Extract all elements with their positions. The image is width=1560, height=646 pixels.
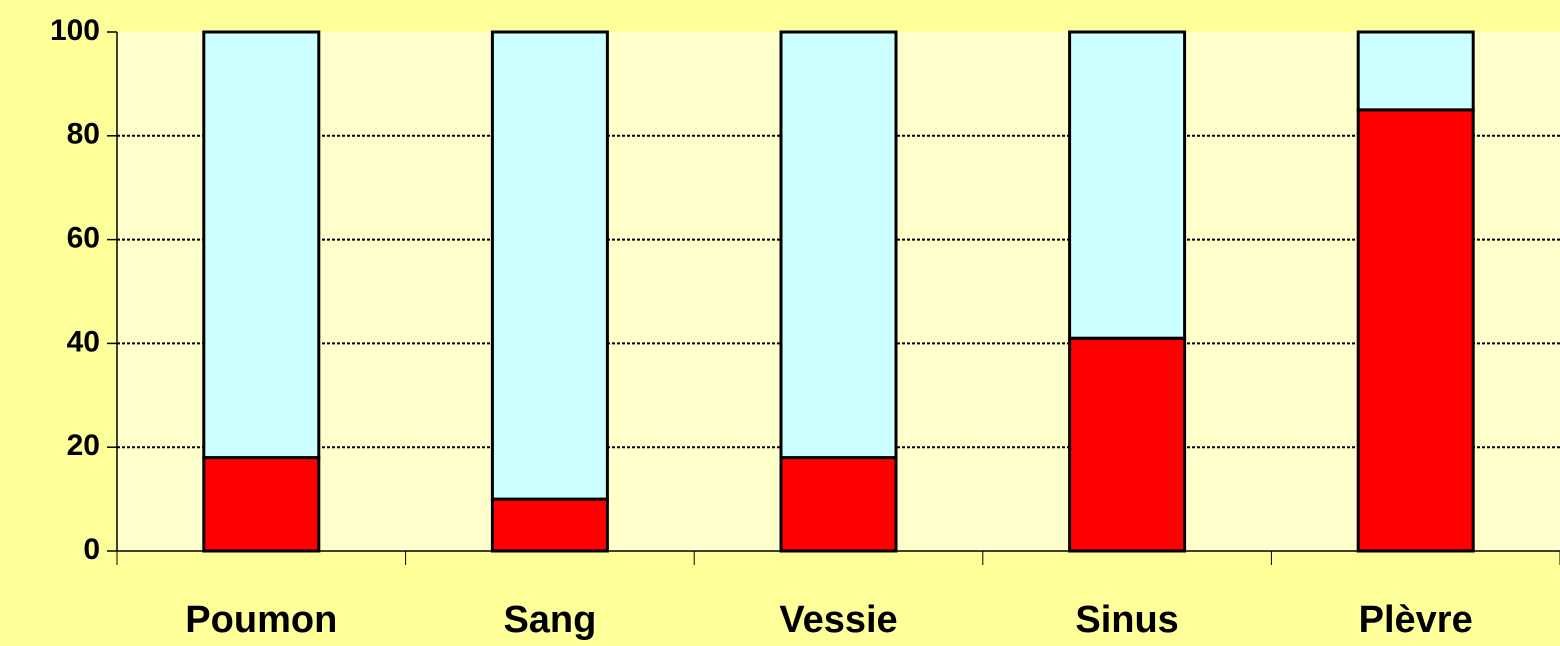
x-tick-label: Poumon <box>185 599 337 641</box>
bar-segment <box>202 456 321 553</box>
bar-segment <box>779 456 898 553</box>
y-tick-label: 100 <box>50 14 100 47</box>
bar-segment <box>1356 30 1475 112</box>
bar-segment <box>490 497 609 553</box>
y-tick-label: 20 <box>67 429 100 462</box>
bar-segment <box>779 30 898 460</box>
y-tick-label: 60 <box>67 222 100 255</box>
bar-segment <box>202 30 321 460</box>
x-tick-label: Plèvre <box>1359 599 1473 641</box>
y-tick-label: 0 <box>83 533 100 566</box>
x-tick-label: Vessie <box>779 599 897 641</box>
y-tick-label: 80 <box>67 118 100 151</box>
bar-segment <box>1068 30 1187 340</box>
bar-segment <box>1068 336 1187 553</box>
x-tick-label: Sinus <box>1075 599 1178 641</box>
x-tick-label: Sang <box>503 599 596 641</box>
y-tick-label: 40 <box>67 325 100 358</box>
bar-segment <box>1356 108 1475 553</box>
bar-segment <box>490 30 609 501</box>
